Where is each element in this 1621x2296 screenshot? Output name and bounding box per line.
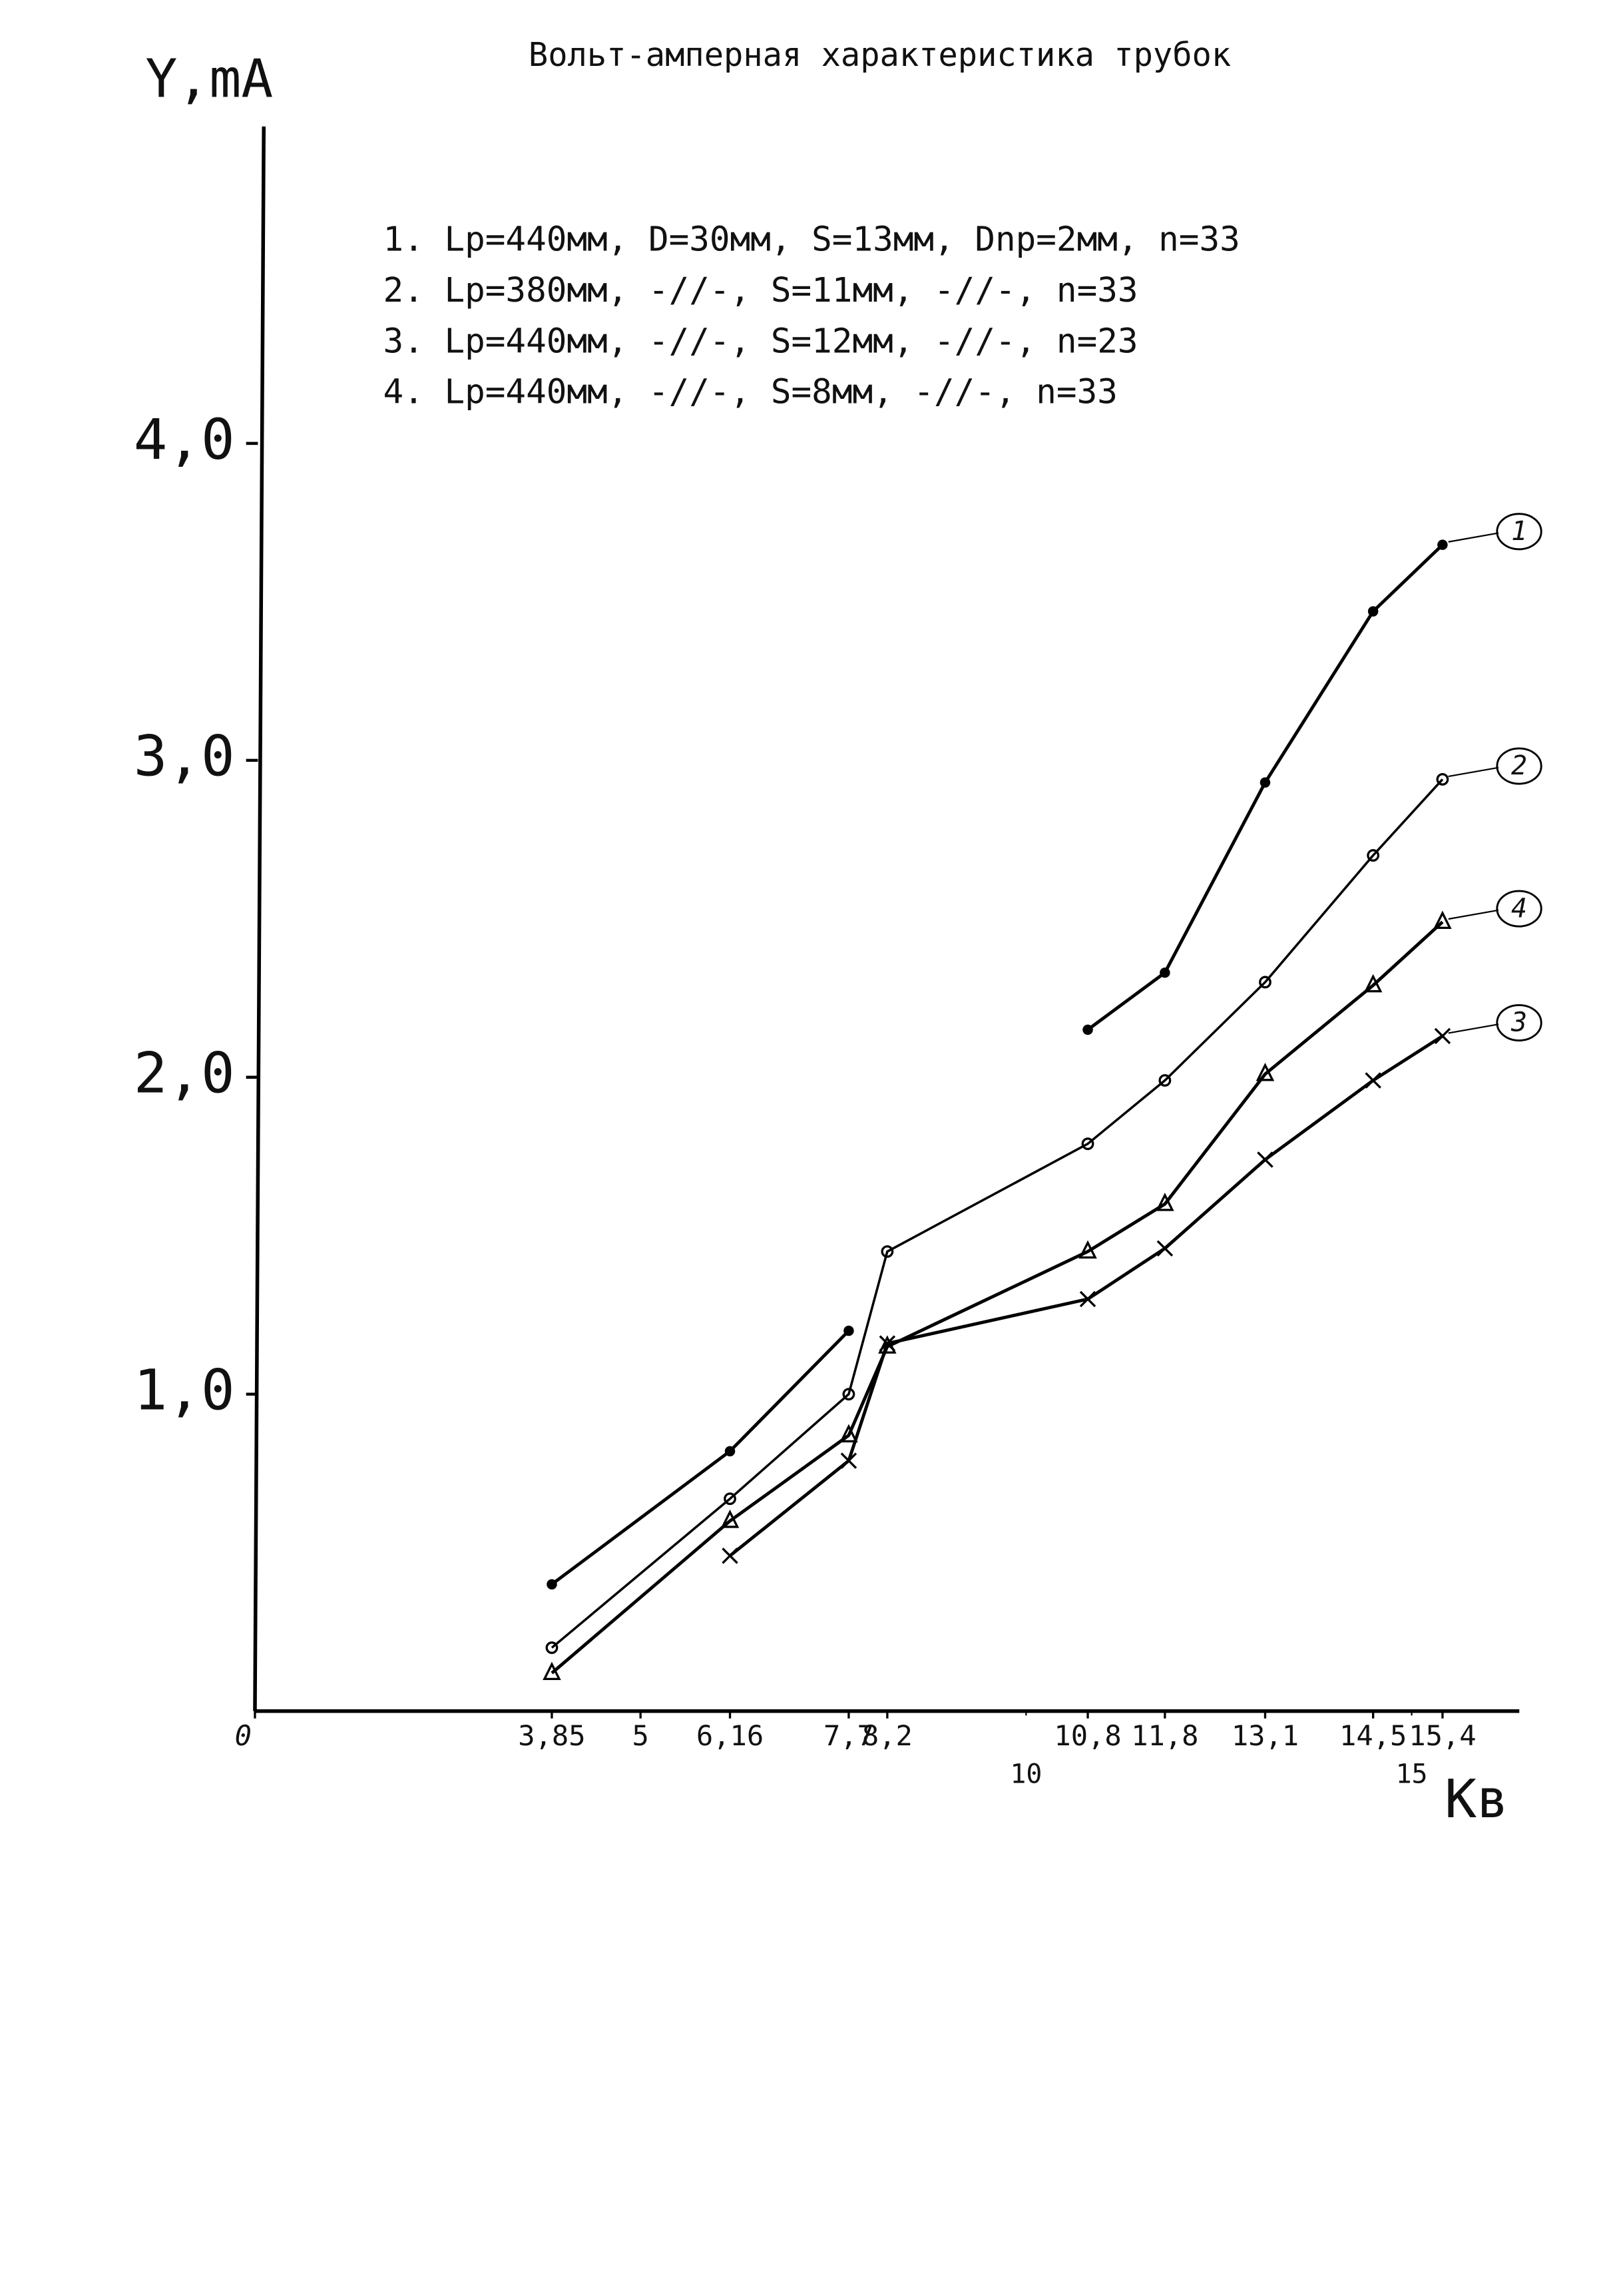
marker-dot <box>547 1579 557 1589</box>
y-tick-label: 4,0 <box>134 407 235 472</box>
label-circle <box>1496 1004 1542 1041</box>
marker-dot <box>1437 539 1448 550</box>
x-tick-label: 10,8 <box>1054 1719 1121 1752</box>
marker-triangle <box>1078 1240 1097 1259</box>
label-leader <box>1448 532 1499 543</box>
marker-circle <box>545 1641 559 1654</box>
legend-note: 2. Lp=380мм, -//-, S=11мм, -//-, n=33 <box>383 271 1138 310</box>
x-tick-label: 5 <box>632 1719 648 1752</box>
x-tick-label: 15,4 <box>1409 1719 1476 1752</box>
marker-circle <box>842 1388 855 1401</box>
marker-cross <box>1156 1240 1174 1257</box>
x-tick-label: 7,7 <box>823 1719 874 1752</box>
x-tick-label: 11,8 <box>1131 1719 1198 1752</box>
series-line <box>551 778 1444 1649</box>
marker-triangle <box>720 1510 740 1528</box>
label-leader <box>1448 909 1499 920</box>
label-circle <box>1496 747 1542 785</box>
y-tick-label: 1,0 <box>134 1358 235 1423</box>
series-label: 3 <box>1510 1007 1527 1038</box>
series-label: 2 <box>1511 750 1527 781</box>
marker-triangle <box>543 1661 561 1681</box>
series-label: 1 <box>1511 516 1527 547</box>
label-leader <box>1448 766 1499 778</box>
x-tick-label: 8,2 <box>862 1719 913 1752</box>
marker-circle <box>1081 1137 1094 1151</box>
y-axis-label: Y,mA <box>145 48 273 110</box>
marker-triangle <box>1433 910 1452 930</box>
legend-note: 4. Lp=440мм, -//-, S=8мм, -//-, n=33 <box>383 373 1118 412</box>
marker-triangle <box>878 1335 897 1354</box>
marker-dot <box>1367 606 1379 617</box>
label-leader <box>1448 1023 1499 1034</box>
marker-cross <box>1434 1027 1451 1045</box>
x-tick-label: 13,1 <box>1232 1719 1299 1752</box>
marker-cross <box>840 1452 857 1469</box>
series-line <box>729 1034 1444 1558</box>
label-circle <box>1496 890 1542 928</box>
x-tick-label: 14,5 <box>1339 1719 1407 1752</box>
x-tick-label: 3,85 <box>518 1719 585 1752</box>
x-tick-label: 6,16 <box>696 1719 764 1752</box>
marker-circle <box>1367 849 1380 862</box>
marker-circle <box>1259 976 1272 989</box>
marker-dot <box>1260 777 1271 788</box>
series-line <box>551 920 1444 1675</box>
marker-cross <box>722 1548 738 1564</box>
marker-cross <box>1365 1072 1381 1089</box>
marker-dot <box>1082 1024 1093 1035</box>
marker-circle <box>1158 1074 1172 1087</box>
marker-triangle <box>1156 1193 1174 1211</box>
marker-cross <box>879 1335 896 1352</box>
x-minor-tick-label: 10 <box>1010 1759 1042 1790</box>
marker-cross <box>1079 1291 1096 1308</box>
series-label: 4 <box>1511 893 1527 924</box>
chart-title: Вольт-амперная характеристика трубок <box>529 37 1231 74</box>
marker-circle <box>881 1245 894 1258</box>
y-tick-label: 3,0 <box>134 724 235 789</box>
marker-dot <box>1160 967 1170 978</box>
marker-triangle <box>839 1424 858 1443</box>
marker-dot <box>724 1446 736 1457</box>
y-axis <box>253 126 266 1711</box>
x-minor-tick-label: 15 <box>1396 1759 1428 1790</box>
marker-triangle <box>1256 1062 1275 1081</box>
legend-note: 3. Lp=440мм, -//-, S=12мм, -//-, n=23 <box>383 322 1138 361</box>
marker-circle <box>1436 772 1449 786</box>
y-tick-label: 2,0 <box>134 1041 235 1106</box>
x-axis-label: Кв <box>1445 1768 1508 1830</box>
legend-note: 1. Lp=440мм, D=30мм, S=13мм, Dnp=2мм, n=… <box>383 220 1240 260</box>
x-tick-label: 0 <box>235 1719 252 1752</box>
marker-dot <box>843 1325 854 1336</box>
marker-circle <box>724 1492 736 1506</box>
marker-cross <box>1257 1151 1274 1168</box>
marker-triangle <box>1363 974 1383 993</box>
label-circle <box>1496 513 1542 551</box>
